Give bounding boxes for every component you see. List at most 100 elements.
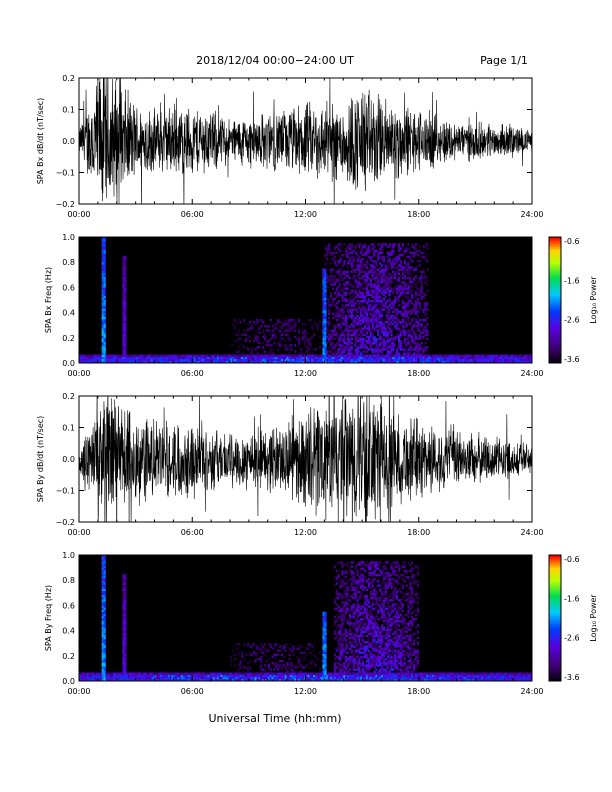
heatmap-cell (337, 561, 340, 564)
heatmap-cell (397, 310, 401, 313)
heatmap-cell (101, 243, 104, 246)
heatmap-cell (260, 666, 263, 669)
heatmap-cell (377, 283, 380, 286)
heatmap-cell (473, 356, 476, 360)
heatmap-cell (103, 582, 106, 585)
heatmap-cell (343, 609, 346, 612)
heatmap-cell (354, 672, 357, 675)
heatmap-cell (103, 618, 106, 621)
heatmap-cell (386, 310, 389, 313)
heatmap-cell (509, 354, 512, 357)
heatmap-cell (365, 342, 369, 345)
heatmap-cell (158, 354, 161, 357)
heatmap-cell (305, 346, 308, 349)
heatmap-cell (124, 586, 127, 589)
heatmap-cell (345, 576, 348, 579)
heatmap-cell (397, 287, 401, 290)
heatmap-cell (265, 676, 269, 680)
heatmap-cell (496, 358, 499, 362)
heatmap-cell (280, 668, 284, 671)
heatmap-cell (203, 358, 206, 362)
heatmap-cell (390, 329, 393, 332)
heatmap-cell (103, 643, 106, 646)
heatmap-cell (341, 356, 344, 360)
colorbar-swatch (549, 251, 561, 255)
heatmap-cell (381, 354, 384, 357)
heatmap-cell (407, 306, 410, 309)
heatmap-cell (414, 358, 418, 362)
heatmap-cell (156, 674, 159, 678)
heatmap-cell (354, 333, 357, 336)
heatmap-cell (347, 594, 350, 598)
heatmap-cell (375, 276, 378, 280)
heatmap-cell (352, 571, 355, 575)
heatmap-cell (286, 672, 289, 675)
heatmap-cell (420, 276, 423, 280)
heatmap-cell (424, 308, 427, 311)
heatmap-cell (324, 289, 327, 292)
heatmap-cell (213, 354, 216, 357)
heatmap-cell (343, 350, 346, 353)
heatmap-cell (347, 274, 350, 278)
heatmap-cell (388, 352, 391, 355)
heatmap-cell (248, 335, 252, 339)
heatmap-cell (416, 350, 420, 353)
heatmap-cell (382, 306, 386, 309)
heatmap-cell (101, 289, 104, 292)
heatmap-cell (375, 270, 378, 273)
heatmap-cell (345, 304, 348, 307)
heatmap-cell (294, 321, 297, 324)
heatmap-cell (297, 674, 301, 678)
heatmap-cell (394, 266, 397, 269)
heatmap-cell (420, 283, 423, 286)
heatmap-cell (150, 354, 153, 357)
heatmap-cell (220, 360, 223, 364)
heatmap-cell (348, 657, 352, 661)
heatmap-cell (362, 358, 365, 362)
heatmap-cell (79, 678, 82, 682)
heatmap-cell (392, 243, 395, 246)
heatmap-cell (409, 251, 412, 255)
heatmap-cell (335, 672, 338, 675)
heatmap-cell (516, 354, 520, 357)
heatmap-cell (103, 630, 106, 633)
heatmap-cell (390, 333, 393, 336)
heatmap-cell (416, 255, 420, 259)
heatmap-cell (150, 676, 153, 680)
heatmap-cell (341, 331, 344, 334)
heatmap-cell (386, 316, 389, 320)
heatmap-cell (322, 647, 325, 650)
heatmap-cell (286, 318, 289, 322)
heatmap-cell (418, 333, 421, 336)
heatmap-cell (322, 636, 325, 640)
heatmap-cell (437, 354, 440, 357)
heatmap-cell (375, 356, 378, 360)
heatmap-cell (305, 356, 308, 360)
heatmap-cell (345, 249, 348, 252)
heatmap-cell (384, 245, 387, 248)
heatmap-cell (292, 676, 295, 680)
heatmap-cell (188, 676, 191, 680)
heatmap-cell (305, 350, 308, 353)
heatmap-cell (101, 270, 104, 273)
heatmap-cell (347, 333, 350, 336)
heatmap-cell (371, 331, 374, 334)
heatmap-cell (126, 674, 129, 678)
heatmap-cell (403, 344, 406, 347)
heatmap-cell (303, 356, 306, 360)
heatmap-cell (426, 316, 429, 320)
heatmap-cell (356, 331, 359, 334)
heatmap-cell (341, 346, 344, 349)
heatmap-cell (348, 611, 352, 615)
heatmap-cell (154, 674, 157, 678)
heatmap-cell (260, 672, 263, 675)
heatmap-cell (397, 297, 401, 301)
heatmap-cell (407, 352, 410, 355)
heatmap-cell (179, 672, 182, 675)
heatmap-cell (388, 283, 391, 286)
heatmap-cell (399, 264, 403, 267)
heatmap-cell (420, 287, 423, 290)
heatmap-cell (397, 339, 401, 343)
heatmap-cell (379, 333, 382, 336)
heatmap-cell (190, 354, 193, 357)
